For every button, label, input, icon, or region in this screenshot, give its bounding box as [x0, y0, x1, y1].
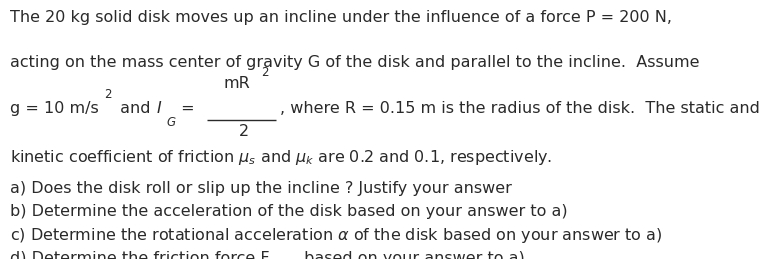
Text: =: =	[176, 101, 195, 116]
Text: 2: 2	[262, 66, 269, 80]
Text: 2: 2	[104, 88, 112, 102]
Text: kinetic coefficient of friction $\mu_s$ and $\mu_k$ are 0.2 and 0.1, respectivel: kinetic coefficient of friction $\mu_s$ …	[10, 148, 553, 167]
Text: c) Determine the rotational acceleration $\alpha$ of the disk based on your answ: c) Determine the rotational acceleration…	[10, 226, 663, 244]
Text: 2: 2	[239, 124, 249, 139]
Text: d) Determine the friction force F: d) Determine the friction force F	[10, 251, 269, 259]
Text: based on your answer to a): based on your answer to a)	[299, 251, 525, 259]
Text: acting on the mass center of gravity G of the disk and parallel to the incline. : acting on the mass center of gravity G o…	[10, 55, 700, 70]
Text: g = 10 m/s: g = 10 m/s	[10, 101, 99, 116]
Text: a) Does the disk roll or slip up the incline ? Justify your answer: a) Does the disk roll or slip up the inc…	[10, 181, 512, 196]
Text: mR: mR	[224, 76, 251, 91]
Text: b) Determine the acceleration of the disk based on your answer to a): b) Determine the acceleration of the dis…	[10, 204, 567, 219]
Text: The 20 kg solid disk moves up an incline under the influence of a force P = 200 : The 20 kg solid disk moves up an incline…	[10, 10, 672, 25]
Text: G: G	[166, 116, 176, 129]
Text: , where R = 0.15 m is the radius of the disk.  The static and: , where R = 0.15 m is the radius of the …	[280, 101, 760, 116]
Text: I: I	[156, 101, 161, 116]
Text: and: and	[115, 101, 155, 116]
